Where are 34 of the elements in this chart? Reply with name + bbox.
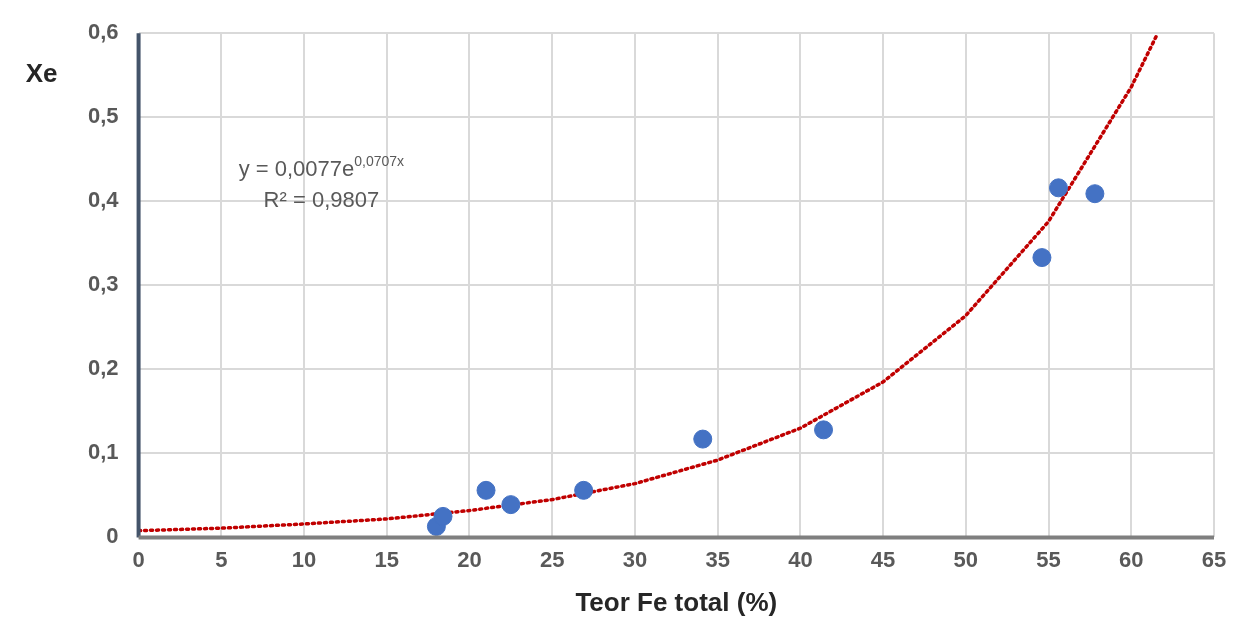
x-tick-label: 15 — [374, 546, 399, 572]
x-tick-label: 35 — [705, 546, 730, 572]
x-tick-label: 55 — [1036, 546, 1061, 572]
point — [501, 495, 521, 515]
y-tick-label: 0,3 — [87, 271, 119, 297]
x-tick-label: 25 — [539, 546, 565, 572]
x-tick-label: 30 — [622, 546, 648, 572]
y-tick-label: 0,2 — [87, 355, 119, 381]
annotation: R² = 0,9807 — [263, 187, 380, 213]
point — [1085, 184, 1105, 204]
x-axis-title: Teor Fe total (%) — [575, 586, 778, 617]
x-tick-label: 5 — [215, 546, 228, 572]
point — [693, 429, 713, 449]
point — [1032, 248, 1052, 268]
point — [814, 420, 834, 440]
x-tick-label: 50 — [953, 546, 979, 572]
point — [433, 506, 453, 526]
x-tick-label: 40 — [788, 546, 813, 572]
x-tick-label: 65 — [1201, 546, 1227, 572]
point — [1048, 178, 1068, 198]
x-tick-label: 45 — [870, 546, 896, 572]
y-axis-title: Xe — [25, 58, 58, 89]
x-tick-label: 60 — [1119, 546, 1144, 572]
point — [574, 480, 594, 500]
y-tick-label: 0 — [106, 523, 119, 549]
point — [476, 480, 496, 500]
y-tick-label: 0,6 — [87, 19, 119, 45]
line-series — [138, 33, 1160, 533]
x-tick-label: 10 — [291, 546, 317, 572]
y-tick-label: 0,4 — [87, 187, 120, 213]
x-tick-label: 20 — [457, 546, 482, 572]
y-tick-label: 0,5 — [87, 103, 119, 129]
y-tick-label: 0,1 — [87, 439, 119, 465]
x-tick-label: 0 — [132, 546, 145, 572]
